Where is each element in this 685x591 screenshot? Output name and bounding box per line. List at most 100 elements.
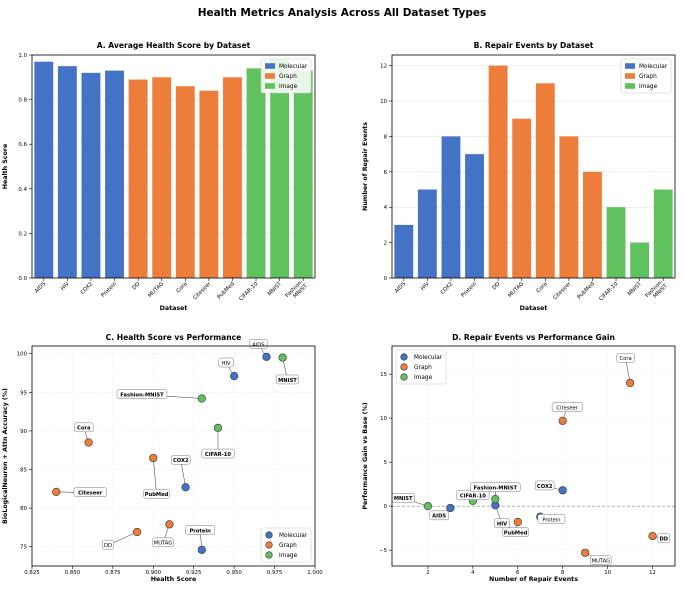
leader-line-pubmed <box>153 457 157 495</box>
y-tick-label: 0.0 <box>18 276 27 282</box>
point-citeseer <box>558 416 567 425</box>
annotation-label: PubMed <box>504 530 528 536</box>
x-tick-label-hiv: HIV <box>60 281 71 292</box>
legend-swatch-graph <box>625 73 635 79</box>
annotation-box <box>616 353 635 363</box>
annotation-label: Cora <box>77 426 91 432</box>
point-citeseer <box>52 487 61 496</box>
bar-cifar-10 <box>246 68 266 278</box>
x-tick-label: 0.950 <box>226 570 242 576</box>
legend-box <box>395 349 447 385</box>
bar-mnist <box>630 242 650 278</box>
bar-protein <box>105 70 124 278</box>
y-tick-label: 15 <box>380 372 387 378</box>
y-axis-label: Performance Gain vs Base (%) <box>362 402 369 509</box>
annotation-aids: AIDS <box>249 339 268 349</box>
annotation-label: MUTAG <box>592 559 611 565</box>
x-tick-label-mnist: MNIST <box>267 281 284 298</box>
bar-citeseer <box>199 90 219 279</box>
annotation-fashion-mnist: Fashion-MNIST <box>116 389 168 399</box>
x-tick-label-mutag: MUTAG <box>147 281 165 299</box>
point-mutag <box>165 520 174 529</box>
x-tick-label-cora: Cora <box>536 281 549 294</box>
legend-swatch-image <box>625 83 635 89</box>
y-tick-label: 0.8 <box>18 98 27 104</box>
annotation-aids: AIDS <box>429 510 449 521</box>
annotation-box <box>116 389 168 399</box>
x-axis-label: Dataset <box>160 305 188 312</box>
annotation-label: Fashion-MNIST <box>474 486 518 492</box>
x-tick-label-pubmed: PubMed <box>577 281 596 300</box>
annotation-cora: Cora <box>616 353 635 363</box>
x-tick-label-cox2: COX2 <box>440 281 455 296</box>
annotation-cora: Cora <box>74 422 94 433</box>
annotation-cifar-10: CIFAR-10 <box>456 490 490 500</box>
annotation-label: PubMed <box>145 492 169 498</box>
y-tick-label: 2 <box>384 241 387 247</box>
y-tick-label: 95 <box>20 390 27 396</box>
annotation-dd: DD <box>102 539 114 550</box>
legend-marker-graph <box>400 363 408 371</box>
bar-protein <box>465 154 484 278</box>
point-cox2 <box>558 486 567 495</box>
y-tick-label: 5 <box>384 460 387 466</box>
x-tick-label: 8 <box>561 570 565 576</box>
y-tick-label: 0.6 <box>18 142 27 148</box>
annotation-label: DD <box>104 543 112 549</box>
point-aids <box>446 503 455 513</box>
annotation-label: COX2 <box>537 484 553 490</box>
x-axis-label: Number of Repair Events <box>489 576 578 583</box>
legend-label-molecular: Molecular <box>279 533 308 539</box>
annotation-label: HIV <box>497 522 507 528</box>
y-axis-label: Number of Repair Events <box>362 122 369 211</box>
annotation-box <box>201 448 235 459</box>
bar-fashion-mnist <box>293 70 313 278</box>
annotation-box <box>470 482 521 492</box>
annotation-box <box>502 527 529 537</box>
y-tick-label: 0 <box>384 504 388 510</box>
annotation-label: HIV <box>222 361 231 367</box>
annotation-hiv: HIV <box>494 518 510 529</box>
x-tick-label-aids: AIDS <box>394 281 408 295</box>
legend-label-image: Image <box>279 84 298 90</box>
y-tick-label: 85 <box>20 468 27 474</box>
legend-label-graph: Graph <box>414 365 432 371</box>
annotation-box <box>551 402 583 412</box>
x-tick-label-cora: Cora <box>176 281 189 294</box>
x-tick-label: 0.825 <box>24 570 39 576</box>
point-cox2 <box>181 483 190 492</box>
legend: Molecular Graph Image <box>260 58 312 94</box>
bar-pubmed <box>583 171 602 278</box>
legend-swatch-image <box>265 83 275 89</box>
annotation-box <box>535 480 555 491</box>
annotation-mutag: MUTAG <box>152 537 174 548</box>
legend-marker-image <box>265 551 273 559</box>
point-mutag <box>581 548 590 557</box>
x-tick-label: 0.875 <box>105 570 120 576</box>
x-tick-label: 10 <box>604 570 611 576</box>
x-tick-label: 4 <box>471 570 475 576</box>
annotation-box <box>171 454 191 465</box>
annotation-label: MNIST <box>278 378 297 384</box>
bar-cora <box>535 83 555 278</box>
panel-a-health-score-bar-chart: A. Average Health Score by Dataset Datase… <box>2 41 316 312</box>
x-axis-label: Dataset <box>520 305 548 312</box>
annotation-label: AIDS <box>252 342 264 348</box>
legend-label-graph: Graph <box>639 74 657 80</box>
legend-label-molecular: Molecular <box>279 64 308 70</box>
point-fashion-mnist <box>491 495 500 504</box>
y-tick-label: 80 <box>20 506 27 512</box>
y-axis-label: Health Score <box>2 144 9 190</box>
bar-cifar-10 <box>606 207 626 278</box>
point-mnist <box>278 353 287 362</box>
legend-marker-graph <box>265 541 273 549</box>
x-tick-label: 2 <box>426 570 429 576</box>
legend: Molecular Graph Image <box>620 58 672 94</box>
legend-label-molecular: Molecular <box>639 64 668 70</box>
legend-swatch-molecular <box>625 63 635 69</box>
bar-cora <box>175 86 195 278</box>
x-tick-label-pubmed: PubMed <box>217 281 236 300</box>
annotation-label: CIFAR-10 <box>205 452 231 458</box>
annotation-label: MNIST <box>394 496 413 502</box>
